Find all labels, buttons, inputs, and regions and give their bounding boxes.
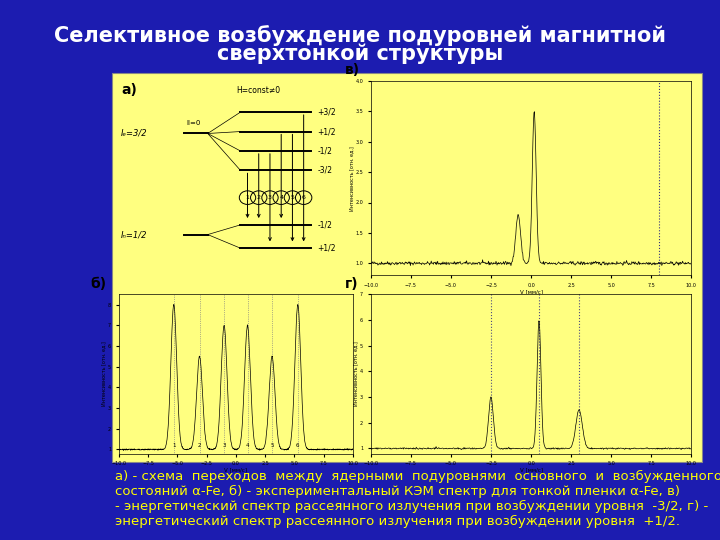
Text: +1/2: +1/2 — [318, 244, 336, 253]
Text: 4: 4 — [279, 195, 283, 200]
Text: Iₙ=1/2: Iₙ=1/2 — [121, 230, 148, 239]
X-axis label: V [мм/с]: V [мм/с] — [225, 468, 247, 472]
Text: 5: 5 — [290, 195, 294, 200]
Text: 6: 6 — [296, 443, 300, 448]
Text: 3: 3 — [222, 443, 226, 448]
Text: -1/2: -1/2 — [318, 220, 333, 230]
Text: 2: 2 — [198, 443, 202, 448]
Text: энергетический спектр рассеянного излучения при возбуждении уровня  +1/2.: энергетический спектр рассеянного излуче… — [115, 515, 680, 528]
Text: 1: 1 — [246, 195, 249, 200]
Text: +3/2: +3/2 — [318, 107, 336, 117]
Y-axis label: Интенсивность [отн. ед.]: Интенсивность [отн. ед.] — [102, 342, 107, 406]
Text: -1/2: -1/2 — [318, 146, 333, 156]
Text: сверхтонкой структуры: сверхтонкой структуры — [217, 44, 503, 64]
Text: Селективное возбуждение подуровней магнитной: Селективное возбуждение подуровней магни… — [54, 25, 666, 45]
Y-axis label: Интенсивность [отн. ед.]: Интенсивность [отн. ед.] — [354, 342, 359, 406]
Text: а) - схема  переходов  между  ядерными  подуровнями  основного  и  возбужденного: а) - схема переходов между ядерными поду… — [115, 470, 720, 483]
Text: 4: 4 — [246, 443, 249, 448]
Text: H=const≠0: H=const≠0 — [236, 86, 280, 94]
X-axis label: V [мм/с]: V [мм/с] — [520, 468, 542, 472]
Y-axis label: Интенсивность [отн. ед.]: Интенсивность [отн. ед.] — [349, 146, 354, 211]
Text: состояний α-Fe, б) - экспериментальный КЭМ спектр для тонкой пленки α-Fe, в): состояний α-Fe, б) - экспериментальный К… — [115, 485, 680, 498]
Text: II=0: II=0 — [186, 120, 201, 126]
Text: г): г) — [345, 277, 359, 291]
Text: -3/2: -3/2 — [318, 166, 333, 175]
Text: Iₑ=3/2: Iₑ=3/2 — [121, 129, 148, 138]
Text: 6: 6 — [302, 195, 305, 200]
Text: а): а) — [121, 83, 137, 97]
Text: 1: 1 — [172, 443, 176, 448]
X-axis label: V [мм/с]: V [мм/с] — [520, 289, 542, 294]
Text: в): в) — [345, 63, 360, 77]
Text: - энергетический спектр рассеянного излучения при возбуждении уровня  -3/2, г) -: - энергетический спектр рассеянного излу… — [115, 500, 708, 513]
Text: +1/2: +1/2 — [318, 127, 336, 136]
Text: б): б) — [91, 277, 107, 291]
Text: 2: 2 — [257, 195, 261, 200]
Text: 5: 5 — [270, 443, 274, 448]
Text: 3: 3 — [268, 195, 272, 200]
